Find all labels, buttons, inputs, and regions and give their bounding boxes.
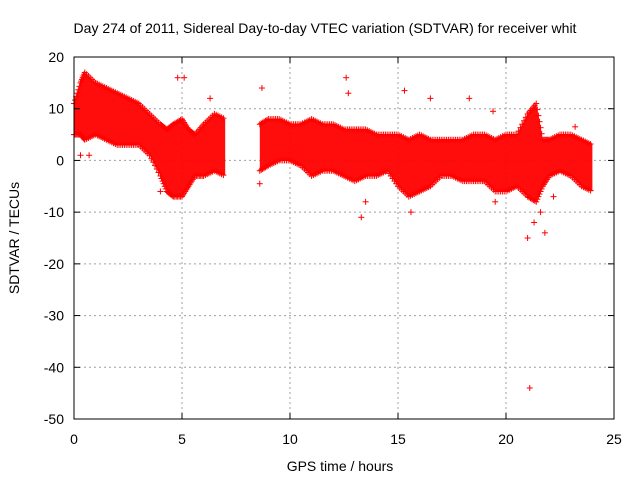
x-tick-label: 15: [390, 431, 406, 447]
outlier-point: [407, 209, 414, 216]
outlier-point: [258, 85, 265, 92]
data-point: [161, 183, 168, 190]
data-point: [521, 117, 527, 124]
data-point: [517, 124, 524, 131]
data-point: [519, 121, 526, 128]
data-point: [162, 185, 169, 192]
y-tick-label: 10: [48, 101, 64, 117]
outlier-point: [181, 74, 188, 81]
data-point: [72, 97, 79, 104]
plot-frame: [73, 56, 615, 420]
outlier-point: [401, 87, 408, 94]
y-tick-label: -20: [44, 256, 64, 272]
data-point: [538, 130, 545, 137]
y-axis: -50 -40 -30 -20 -10 0 10 20: [44, 49, 614, 427]
data-point: [220, 115, 227, 122]
x-tick-label: 25: [606, 431, 622, 447]
data-point: [75, 86, 82, 93]
data-point: [263, 163, 270, 170]
outlier-point: [207, 95, 214, 102]
data-point: [263, 116, 270, 123]
outlier-point: [541, 229, 548, 236]
data-point: [513, 131, 520, 138]
data-point: [534, 106, 541, 113]
outlier-point: [572, 123, 579, 130]
data-point: [76, 83, 83, 90]
data-point: [535, 112, 542, 119]
outlier-point: [524, 235, 531, 241]
data-point: [160, 180, 167, 187]
data-point: [153, 166, 160, 173]
x-tick-label: 20: [498, 431, 514, 447]
outlier-point: [174, 74, 181, 81]
data-point: [538, 185, 545, 192]
data-point: [537, 188, 544, 195]
data-point: [190, 130, 197, 137]
outlier-point: [343, 74, 350, 81]
data-point: [158, 175, 165, 182]
y-tick-label: -40: [44, 359, 64, 375]
outlier-point: [537, 209, 544, 216]
outlier-point: [256, 180, 263, 187]
y-tick-label: -50: [44, 411, 64, 427]
data-point: [146, 152, 153, 159]
outlier-point: [531, 219, 538, 226]
data-point: [515, 128, 522, 135]
y-tick-label: 0: [56, 152, 64, 168]
outlier-point: [466, 95, 473, 102]
y-tick-label: -10: [44, 204, 64, 220]
outlier-point: [86, 152, 93, 159]
data-point: [157, 172, 164, 179]
data-point: [522, 114, 529, 121]
outlier-point: [362, 198, 369, 205]
data-point: [159, 178, 166, 185]
x-tick-label: 5: [178, 431, 186, 447]
outlier-point: [427, 95, 434, 102]
data-point: [533, 198, 540, 205]
data-point: [155, 169, 162, 176]
x-tick-label: 0: [70, 431, 78, 447]
data-point: [220, 172, 227, 179]
data-point: [536, 191, 543, 198]
outlier-point: [358, 214, 365, 221]
data-point: [150, 159, 157, 166]
outlier-point: [345, 90, 352, 97]
outlier-point: [526, 384, 533, 391]
data-point: [74, 90, 81, 97]
outlier-point: [492, 198, 499, 205]
outlier-point: [157, 188, 164, 195]
data-band: [74, 72, 226, 197]
data-point: [587, 141, 594, 148]
x-tick-label: 10: [282, 431, 298, 447]
data-point: [148, 155, 155, 162]
data-point: [534, 196, 541, 203]
data-point: [587, 187, 594, 194]
data-point: [177, 116, 184, 123]
outlier-point: [550, 193, 557, 200]
y-tick-label: -30: [44, 308, 64, 324]
x-axis: 0 5 10 15 20 25: [70, 57, 622, 447]
data-point: [535, 193, 542, 200]
chart-title: Day 274 of 2011, Sidereal Day-to-day VTE…: [74, 20, 577, 36]
outlier-point: [77, 152, 84, 159]
x-axis-label: GPS time / hours: [287, 458, 394, 474]
data-point: [169, 192, 176, 199]
y-tick-label: 20: [48, 49, 64, 65]
data-layer: [71, 69, 594, 391]
data-point: [537, 124, 544, 131]
data-point: [536, 118, 543, 125]
data-band: [259, 103, 593, 202]
outlier-point: [490, 108, 497, 115]
data-point: [533, 100, 540, 107]
y-axis-label: SDTVAR / TECUs: [6, 182, 22, 294]
data-point: [152, 162, 158, 169]
